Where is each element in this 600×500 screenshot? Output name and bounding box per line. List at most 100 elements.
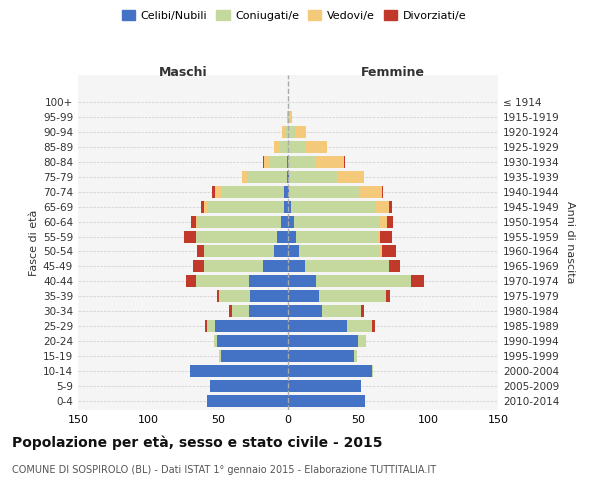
Bar bbox=[204, 260, 263, 272]
Bar bbox=[288, 395, 365, 407]
Bar bbox=[281, 216, 288, 228]
Bar bbox=[191, 216, 196, 228]
Bar bbox=[361, 306, 364, 318]
Bar bbox=[220, 350, 221, 362]
Bar bbox=[212, 186, 215, 198]
Bar bbox=[288, 350, 354, 362]
Bar bbox=[288, 141, 305, 153]
Bar bbox=[288, 276, 316, 287]
Bar bbox=[280, 141, 288, 153]
Bar bbox=[386, 290, 390, 302]
Bar bbox=[299, 246, 380, 258]
Bar bbox=[285, 126, 288, 138]
Bar bbox=[242, 170, 247, 182]
Bar bbox=[288, 170, 289, 182]
Bar bbox=[288, 246, 299, 258]
Bar bbox=[232, 306, 249, 318]
Bar bbox=[288, 306, 322, 318]
Bar bbox=[249, 306, 288, 318]
Bar bbox=[209, 380, 288, 392]
Bar bbox=[217, 335, 288, 347]
Bar bbox=[288, 111, 289, 123]
Bar bbox=[316, 156, 344, 168]
Bar bbox=[220, 290, 250, 302]
Bar bbox=[184, 230, 196, 242]
Bar bbox=[207, 395, 288, 407]
Y-axis label: Fasce di età: Fasce di età bbox=[29, 210, 39, 276]
Bar bbox=[288, 230, 296, 242]
Bar bbox=[288, 260, 305, 272]
Bar bbox=[375, 200, 389, 212]
Bar bbox=[284, 200, 288, 212]
Bar bbox=[354, 350, 356, 362]
Bar bbox=[288, 200, 291, 212]
Bar bbox=[229, 306, 232, 318]
Bar bbox=[214, 335, 217, 347]
Bar bbox=[295, 126, 306, 138]
Bar bbox=[344, 156, 346, 168]
Bar bbox=[305, 141, 327, 153]
Bar bbox=[215, 186, 221, 198]
Bar bbox=[289, 111, 292, 123]
Bar bbox=[380, 216, 388, 228]
Bar bbox=[196, 276, 249, 287]
Bar bbox=[263, 156, 264, 168]
Bar bbox=[288, 186, 289, 198]
Bar bbox=[207, 200, 284, 212]
Bar bbox=[288, 156, 316, 168]
Text: Popolazione per età, sesso e stato civile - 2015: Popolazione per età, sesso e stato civil… bbox=[12, 435, 383, 450]
Bar bbox=[196, 216, 197, 228]
Bar bbox=[247, 170, 287, 182]
Bar bbox=[196, 230, 277, 242]
Bar bbox=[316, 276, 411, 287]
Bar bbox=[205, 320, 207, 332]
Bar bbox=[389, 200, 392, 212]
Bar bbox=[293, 216, 380, 228]
Bar bbox=[217, 290, 220, 302]
Bar bbox=[263, 260, 288, 272]
Bar bbox=[372, 320, 375, 332]
Bar bbox=[382, 246, 396, 258]
Bar bbox=[283, 126, 285, 138]
Bar bbox=[288, 320, 347, 332]
Bar bbox=[207, 320, 215, 332]
Bar bbox=[197, 216, 281, 228]
Bar bbox=[186, 276, 196, 287]
Bar bbox=[296, 230, 377, 242]
Bar bbox=[347, 320, 372, 332]
Bar bbox=[250, 290, 288, 302]
Bar bbox=[287, 170, 288, 182]
Bar bbox=[249, 276, 288, 287]
Bar bbox=[193, 260, 204, 272]
Bar bbox=[190, 365, 288, 377]
Bar bbox=[288, 126, 295, 138]
Bar bbox=[358, 335, 367, 347]
Bar bbox=[305, 260, 389, 272]
Bar bbox=[274, 246, 288, 258]
Bar bbox=[270, 156, 287, 168]
Bar bbox=[389, 260, 400, 272]
Bar bbox=[411, 276, 424, 287]
Bar bbox=[201, 200, 204, 212]
Bar bbox=[291, 200, 375, 212]
Bar bbox=[382, 186, 383, 198]
Y-axis label: Anni di nascita: Anni di nascita bbox=[565, 201, 575, 284]
Bar bbox=[277, 230, 288, 242]
Bar bbox=[288, 365, 372, 377]
Bar bbox=[288, 290, 319, 302]
Text: Maschi: Maschi bbox=[158, 66, 208, 78]
Bar bbox=[287, 156, 288, 168]
Bar bbox=[221, 350, 288, 362]
Bar bbox=[377, 230, 380, 242]
Bar bbox=[287, 111, 288, 123]
Bar bbox=[274, 141, 280, 153]
Bar bbox=[204, 246, 274, 258]
Text: Femmine: Femmine bbox=[361, 66, 425, 78]
Bar bbox=[359, 186, 382, 198]
Bar bbox=[319, 290, 386, 302]
Bar bbox=[338, 170, 364, 182]
Bar bbox=[221, 186, 284, 198]
Bar bbox=[284, 186, 288, 198]
Bar bbox=[215, 320, 288, 332]
Text: COMUNE DI SOSPIROLO (BL) - Dati ISTAT 1° gennaio 2015 - Elaborazione TUTTITALIA.: COMUNE DI SOSPIROLO (BL) - Dati ISTAT 1°… bbox=[12, 465, 436, 475]
